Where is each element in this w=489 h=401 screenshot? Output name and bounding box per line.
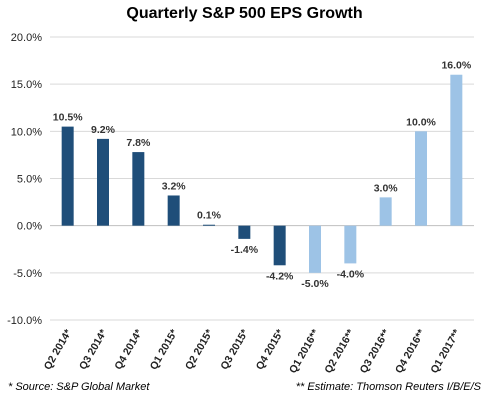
bar: [132, 152, 145, 226]
y-tick-label: 0.0%: [17, 221, 42, 233]
x-tick-label: Q3 2015*: [218, 327, 251, 372]
bar: [309, 225, 321, 273]
bar: [97, 138, 109, 226]
y-tick-label: 20.0%: [11, 32, 42, 44]
y-axis-ticks: 20.0% 15.0% 10.0% 5.0% 0.0% -5.0% -10.0%: [7, 32, 42, 327]
y-tick-label: -5.0%: [13, 268, 42, 280]
y-tick-label: -10.0%: [7, 315, 42, 327]
data-label: 3.2%: [162, 180, 187, 192]
bar: [273, 225, 286, 266]
bar: [379, 197, 392, 226]
bar: [344, 225, 357, 264]
bar: [450, 74, 463, 226]
bar: [61, 126, 74, 226]
bars: [61, 74, 463, 273]
data-label: -5.0%: [301, 278, 329, 290]
x-tick-label: Q3 2014*: [77, 327, 110, 372]
y-tick-label: 10.0%: [11, 126, 42, 138]
data-label: 16.0%: [441, 60, 471, 72]
data-label: 10.0%: [406, 116, 436, 128]
data-label: -4.2%: [266, 270, 294, 282]
data-label: 0.1%: [197, 210, 222, 222]
data-label: 9.2%: [91, 124, 116, 136]
x-tick-label: Q4 2015*: [254, 327, 287, 372]
y-tick-label: 15.0%: [11, 79, 42, 91]
x-tick-label: Q1 2017**: [428, 327, 463, 376]
x-tick-label: Q2 2014*: [42, 327, 75, 372]
bar: [167, 195, 180, 226]
data-labels: 10.5% 9.2% 7.8% 3.2% 0.1% -1.4% -4.2% -5.0% -4.0…: [53, 60, 472, 290]
bar: [203, 224, 215, 226]
x-tick-label: Q3 2016**: [358, 327, 393, 376]
x-tick-label: Q1 2016**: [287, 327, 322, 376]
chart-title: Quarterly S&P 500 EPS Growth: [126, 5, 362, 22]
x-tick-label: Q4 2014*: [112, 327, 145, 372]
x-tick-label: Q2 2015*: [183, 327, 216, 372]
gridlines: [50, 36, 474, 321]
x-axis-ticks: Q2 2014* Q3 2014* Q4 2014* Q1 2015* Q2 2015*…: [42, 327, 464, 376]
bar: [415, 131, 427, 226]
source-footnote: * Source: S&P Global Market: [8, 381, 150, 393]
estimate-footnote: ** Estimate: Thomson Reuters I/B/E/S: [295, 381, 481, 393]
data-label: -1.4%: [231, 244, 259, 256]
bar: [238, 225, 251, 239]
x-tick-label: Q1 2015*: [148, 327, 181, 372]
x-tick-label: Q4 2016**: [393, 327, 428, 376]
data-label: 7.8%: [126, 137, 151, 149]
data-label: -4.0%: [337, 268, 365, 280]
y-tick-label: 5.0%: [17, 174, 42, 186]
x-tick-label: Q2 2016**: [322, 327, 357, 376]
data-label: 10.5%: [53, 112, 83, 124]
data-label: 3.0%: [374, 182, 399, 194]
